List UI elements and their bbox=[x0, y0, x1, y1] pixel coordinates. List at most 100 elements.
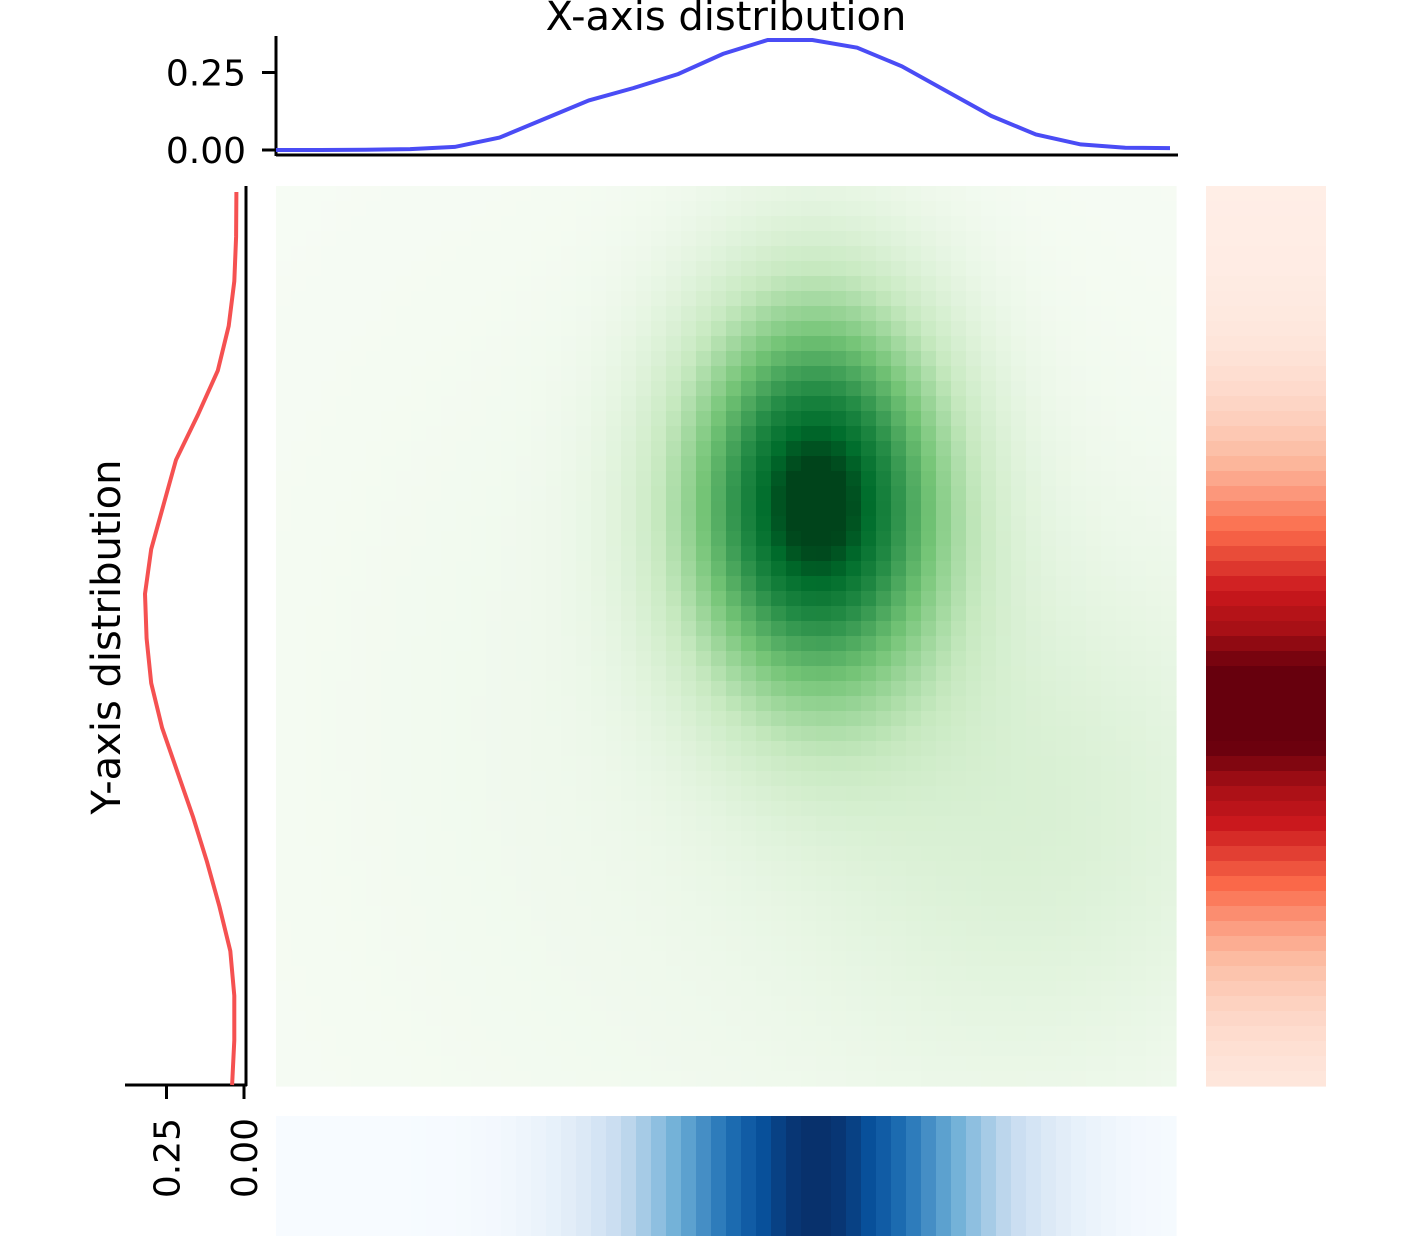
heatmap-cell bbox=[951, 1041, 967, 1057]
heatmap-cell bbox=[1071, 291, 1087, 307]
heatmap-cell bbox=[756, 1026, 772, 1042]
heatmap-cell bbox=[411, 1071, 427, 1087]
heatmap-cell bbox=[636, 816, 652, 832]
heatmap-cell bbox=[1041, 996, 1057, 1012]
heatmap-cell bbox=[1116, 996, 1132, 1012]
heatmap-cell bbox=[891, 846, 907, 862]
heatmap-cell bbox=[861, 261, 877, 277]
heatmap-cell bbox=[786, 201, 802, 217]
heatmap-cell bbox=[1161, 366, 1177, 382]
heatmap-cell bbox=[381, 1026, 397, 1042]
heatmap-cell bbox=[861, 846, 877, 862]
heatmap-cell bbox=[1056, 426, 1072, 442]
heatmap-cell bbox=[291, 456, 307, 472]
heatmap-cell bbox=[516, 831, 532, 847]
heatmap-cell bbox=[831, 336, 847, 352]
heatmap-cell bbox=[321, 216, 337, 232]
heatmap-cell bbox=[936, 261, 952, 277]
heatmap-cell bbox=[1161, 591, 1177, 607]
heatmap-cell bbox=[1071, 1026, 1087, 1042]
heatmap-cell bbox=[381, 936, 397, 952]
heatmap-cell bbox=[321, 786, 337, 802]
heatmap-cell bbox=[996, 246, 1012, 262]
heatmap-cell bbox=[1056, 966, 1072, 982]
heatmap-cell bbox=[561, 306, 577, 322]
heatmap-cell bbox=[396, 246, 412, 262]
right-strip-cell bbox=[1206, 186, 1326, 202]
heatmap-cell bbox=[531, 636, 547, 652]
heatmap-cell bbox=[291, 651, 307, 667]
heatmap-cell bbox=[486, 861, 502, 877]
heatmap-cell bbox=[921, 291, 937, 307]
heatmap-cell bbox=[576, 591, 592, 607]
heatmap-cell bbox=[471, 531, 487, 547]
heatmap-cell bbox=[696, 456, 712, 472]
heatmap-cell bbox=[1071, 186, 1087, 202]
heatmap-cell bbox=[321, 1026, 337, 1042]
heatmap-cell bbox=[1161, 636, 1177, 652]
heatmap-cell bbox=[591, 936, 607, 952]
heatmap-cell bbox=[681, 321, 697, 337]
heatmap-cell bbox=[921, 411, 937, 427]
heatmap-cell bbox=[621, 486, 637, 502]
heatmap-cell bbox=[936, 216, 952, 232]
heatmap-cell bbox=[831, 846, 847, 862]
heatmap-cell bbox=[981, 336, 997, 352]
heatmap-cell bbox=[291, 441, 307, 457]
heatmap-cell bbox=[891, 441, 907, 457]
heatmap-cell bbox=[396, 291, 412, 307]
heatmap-cell bbox=[276, 801, 292, 817]
heatmap-cell bbox=[1056, 261, 1072, 277]
heatmap-cell bbox=[696, 531, 712, 547]
heatmap-cell bbox=[1041, 561, 1057, 577]
heatmap-cell bbox=[921, 201, 937, 217]
heatmap-cell bbox=[711, 456, 727, 472]
heatmap-cell bbox=[276, 486, 292, 502]
heatmap-cell bbox=[981, 321, 997, 337]
heatmap-cell bbox=[1056, 306, 1072, 322]
heatmap-cell bbox=[276, 561, 292, 577]
heatmap-cell bbox=[276, 756, 292, 772]
heatmap-cell bbox=[1116, 876, 1132, 892]
heatmap-cell bbox=[756, 801, 772, 817]
heatmap-cell bbox=[576, 636, 592, 652]
heatmap-cell bbox=[921, 216, 937, 232]
heatmap-cell bbox=[381, 711, 397, 727]
heatmap-cell bbox=[501, 276, 517, 292]
heatmap-cell bbox=[711, 651, 727, 667]
heatmap-cell bbox=[846, 741, 862, 757]
heatmap-cell bbox=[1071, 1056, 1087, 1072]
heatmap-cell bbox=[756, 276, 772, 292]
heatmap-cell bbox=[801, 606, 817, 622]
heatmap-cell bbox=[591, 441, 607, 457]
heatmap-cell bbox=[291, 291, 307, 307]
heatmap-cell bbox=[846, 246, 862, 262]
heatmap-cell bbox=[531, 741, 547, 757]
heatmap-cell bbox=[1101, 486, 1117, 502]
heatmap-cell bbox=[456, 726, 472, 742]
heatmap-cell bbox=[426, 921, 442, 937]
heatmap-cell bbox=[741, 726, 757, 742]
heatmap-cell bbox=[996, 306, 1012, 322]
heatmap-cell bbox=[726, 1056, 742, 1072]
heatmap-cell bbox=[621, 771, 637, 787]
heatmap-cell bbox=[921, 456, 937, 472]
heatmap-cell bbox=[321, 696, 337, 712]
heatmap-cell bbox=[726, 681, 742, 697]
heatmap-cell bbox=[576, 726, 592, 742]
heatmap-cell bbox=[846, 591, 862, 607]
heatmap-cell bbox=[321, 1041, 337, 1057]
heatmap-cell bbox=[921, 516, 937, 532]
heatmap-cell bbox=[456, 591, 472, 607]
heatmap-cell bbox=[936, 306, 952, 322]
heatmap-cell bbox=[1011, 321, 1027, 337]
heatmap-cell bbox=[666, 501, 682, 517]
heatmap-cell bbox=[756, 891, 772, 907]
heatmap-cell bbox=[906, 576, 922, 592]
heatmap-cell bbox=[1161, 1011, 1177, 1027]
heatmap-cell bbox=[531, 726, 547, 742]
heatmap-cell bbox=[1146, 366, 1162, 382]
heatmap-cell bbox=[336, 606, 352, 622]
heatmap-cell bbox=[726, 276, 742, 292]
heatmap-cell bbox=[471, 891, 487, 907]
